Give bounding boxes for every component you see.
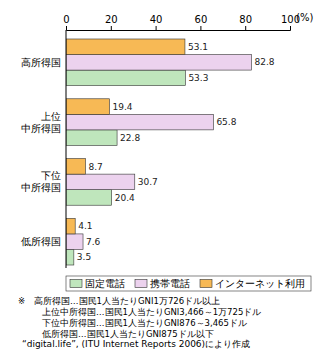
data-label: 65.8 (216, 117, 236, 127)
tick-label: 下位中所得国 (21, 170, 61, 193)
data-label: 22.8 (120, 133, 140, 143)
legend-label: インターネット利用 (215, 278, 305, 289)
annotations: ※ 高所得国…国民1人当たりGNI1万726ドル以上上位中所得国…国民1人当たり… (18, 296, 261, 349)
tick-mark (290, 26, 291, 30)
bar (66, 130, 117, 146)
tick: 60 (195, 14, 208, 30)
note: 下位中所得国…国民1人当たりGNI876～3,465ドル (42, 318, 247, 328)
bar (66, 159, 85, 175)
note: 上位中所得国…国民1人当たりGNI3,466～1万725ドル (42, 307, 261, 317)
bar (66, 190, 112, 206)
x-axis: 020406080100 (63, 14, 300, 31)
chart: 53.3 22.8 20.4 3.5 82.8 65.8 30.7 7.6 53.1 19.4 8.… (0, 0, 332, 352)
tick-mark (66, 26, 67, 30)
data-label: 20.4 (115, 193, 135, 203)
legend-frame (66, 276, 311, 291)
bar (66, 55, 251, 71)
tick-label: 60 (195, 14, 208, 25)
tick-label: 低所得国 (21, 236, 61, 247)
bar (66, 99, 109, 115)
tick-mark (156, 26, 157, 30)
tick-label: 上位中所得国 (21, 111, 61, 134)
tick: 下位中所得国 (21, 170, 61, 193)
data-label: 4.1 (78, 221, 92, 231)
data-labels: 53.3 22.8 20.4 3.5 82.8 65.8 30.7 7.6 53.1 19.4 8.… (77, 42, 275, 262)
axis-line (67, 26, 291, 31)
axis-title: (%) (296, 12, 313, 23)
y-axis: 高所得国上位中所得国下位中所得国低所得国 (21, 30, 66, 268)
note: ※ 高所得国…国民1人当たりGNI1万726ドル以上 (18, 296, 220, 306)
legend-label: 携帯電話 (150, 278, 190, 289)
bar (66, 249, 74, 265)
tick: 高所得国 (21, 57, 61, 68)
bar (66, 39, 185, 55)
legend: 固定電話 携帯電話 インターネット利用 (66, 276, 311, 291)
data-label: 8.7 (88, 162, 102, 172)
tick-mark (200, 26, 201, 30)
bar (66, 234, 83, 250)
data-label: 3.5 (77, 252, 91, 262)
data-label: 7.6 (86, 237, 101, 247)
data-label: 82.8 (254, 57, 274, 67)
tick-mark (111, 26, 112, 30)
data-label: 53.1 (188, 42, 208, 52)
tick-label: 高所得国 (21, 57, 61, 68)
source: “digital.life”, (ITU Internet Reports 20… (22, 339, 250, 349)
legend-swatch (200, 280, 212, 288)
tick-label: 40 (150, 14, 163, 25)
tick-label: 20 (105, 14, 118, 25)
bars (66, 39, 251, 265)
tick: 40 (150, 14, 163, 30)
tick-mark (245, 26, 246, 30)
data-label: 30.7 (138, 177, 158, 187)
tick: 0 (63, 14, 69, 30)
bar (66, 174, 135, 190)
tick: 20 (105, 14, 118, 30)
legend-label: 固定電話 (85, 278, 125, 289)
axis-line (66, 30, 67, 268)
bar (66, 218, 75, 234)
legend-swatch (70, 280, 82, 288)
tick: 低所得国 (21, 236, 61, 247)
data-label: 53.3 (188, 73, 208, 83)
tick-label: 80 (239, 14, 252, 25)
bar (66, 114, 213, 130)
tick: 80 (239, 14, 252, 30)
note: 低所得国…国民1人当たりGNI875ドル以下 (42, 329, 214, 339)
legend-swatch (135, 280, 147, 288)
tick: 上位中所得国 (21, 111, 61, 134)
bar (66, 70, 185, 86)
data-label: 19.4 (112, 102, 132, 112)
tick-label: 0 (63, 14, 69, 25)
